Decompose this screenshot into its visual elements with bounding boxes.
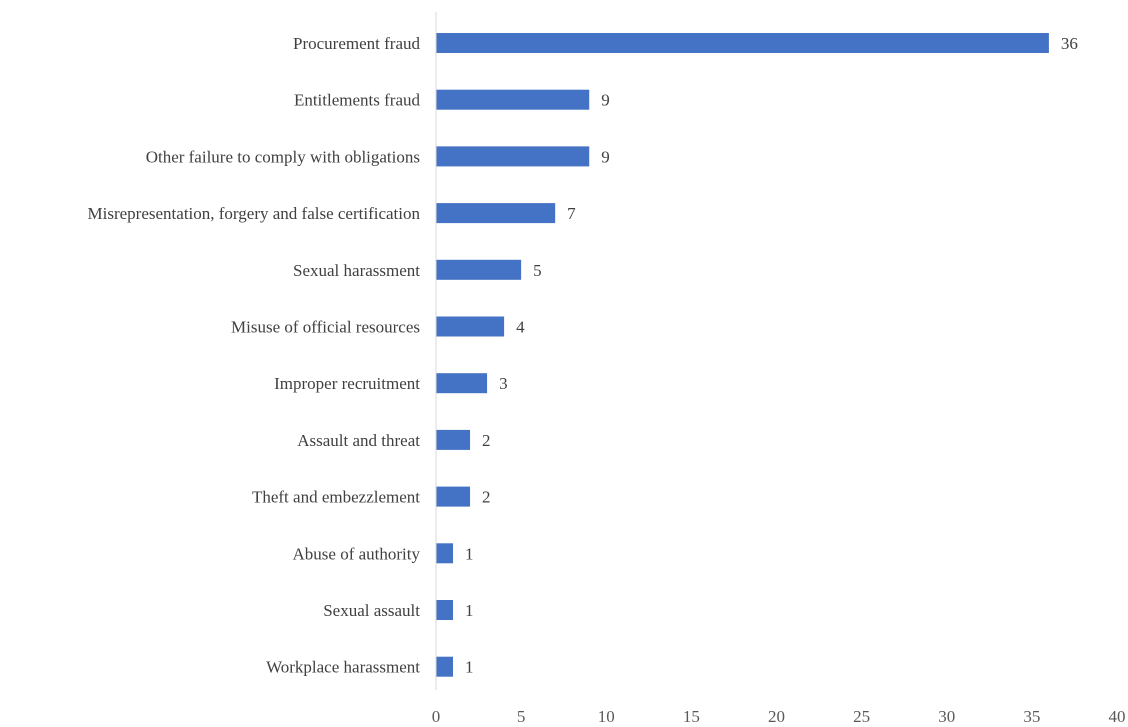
x-tick-label: 35 [1023, 707, 1040, 726]
bar [436, 203, 556, 224]
x-tick-label: 0 [432, 707, 441, 726]
x-tick-label: 10 [598, 707, 615, 726]
category-label: Abuse of authority [293, 544, 421, 563]
bar [436, 373, 488, 394]
x-tick-label: 15 [683, 707, 700, 726]
data-label: 9 [601, 91, 610, 110]
value-labels: 36 9 9 7 5 4 3 2 2 1 1 1 [465, 34, 1078, 677]
data-label: 9 [601, 147, 610, 166]
data-label: 1 [465, 544, 474, 563]
x-tick-label: 40 [1109, 707, 1126, 726]
x-tick-label: 30 [938, 707, 955, 726]
data-label: 4 [516, 318, 525, 337]
data-label: 36 [1061, 34, 1078, 53]
category-label: Improper recruitment [274, 374, 420, 393]
bar [436, 259, 522, 280]
bar [436, 543, 454, 564]
category-label: Misrepresentation, forgery and false cer… [88, 204, 421, 223]
category-label: Entitlements fraud [294, 91, 421, 110]
category-label: Theft and embezzlement [252, 488, 420, 507]
data-label: 2 [482, 488, 491, 507]
bar [436, 316, 505, 337]
x-tick-label: 20 [768, 707, 785, 726]
x-tick-labels: 0 5 10 15 20 25 30 35 40 [432, 707, 1126, 726]
category-label: Workplace harassment [266, 658, 420, 677]
data-label: 2 [482, 431, 491, 450]
x-tick-label: 5 [517, 707, 526, 726]
data-label: 5 [533, 261, 542, 280]
bar [436, 89, 590, 110]
bar [436, 600, 454, 620]
data-label: 1 [465, 601, 474, 620]
category-label: Sexual assault [323, 601, 420, 620]
category-labels: Procurement fraud Entitlements fraud Other… [88, 34, 421, 677]
category-label: Misuse of official resources [231, 318, 420, 337]
bar [436, 656, 454, 677]
category-label: Sexual harassment [293, 261, 420, 280]
category-label: Other failure to comply with obligations [146, 147, 420, 166]
bar [436, 146, 590, 167]
x-tick-label: 25 [853, 707, 870, 726]
data-label: 7 [567, 204, 576, 223]
data-label: 3 [499, 374, 508, 393]
data-label: 1 [465, 658, 474, 677]
bars [436, 33, 1049, 677]
bar [436, 33, 1049, 53]
bar [436, 429, 471, 450]
category-label: Assault and threat [297, 431, 420, 450]
bar [436, 486, 471, 507]
category-label: Procurement fraud [293, 34, 420, 53]
